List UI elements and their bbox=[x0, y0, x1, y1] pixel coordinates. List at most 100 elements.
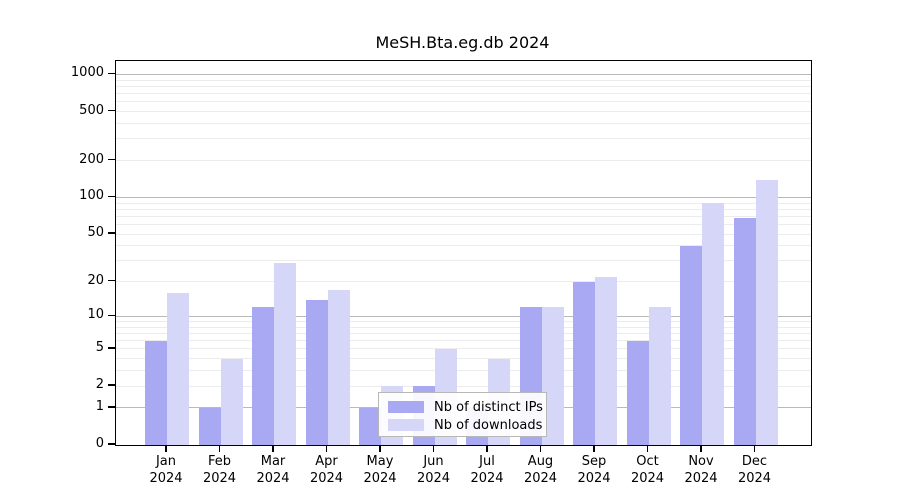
y-tick-label-2: 2 bbox=[95, 377, 104, 393]
gridline-30 bbox=[116, 260, 811, 262]
legend-label-distinct-ips: Nb of distinct IPs bbox=[434, 399, 543, 415]
x-tick-mark-jan bbox=[165, 445, 167, 452]
x-tick-mark-sep bbox=[593, 445, 595, 452]
y-tick-mark-1000 bbox=[108, 72, 115, 75]
gridline-40 bbox=[116, 245, 811, 247]
gridline-600 bbox=[116, 101, 811, 103]
gridline-90 bbox=[116, 202, 811, 204]
y-tick-mark-0 bbox=[108, 443, 115, 445]
x-tick-mark-apr bbox=[325, 445, 328, 452]
gridline-4 bbox=[116, 358, 811, 360]
gridline-8 bbox=[116, 326, 811, 328]
y-tick-label-0: 0 bbox=[95, 436, 104, 451]
bar-downloads-mar bbox=[274, 262, 296, 445]
x-tick-label-mar: Mar 2024 bbox=[256, 454, 290, 486]
gridline-9 bbox=[116, 321, 811, 322]
bar-downloads-aug bbox=[541, 307, 564, 445]
y-tick-mark-200 bbox=[108, 158, 115, 161]
x-tick-mark-jun bbox=[432, 445, 435, 452]
gridline-3 bbox=[116, 370, 811, 372]
gridline-700 bbox=[116, 93, 811, 95]
x-tick-mark-nov bbox=[700, 445, 702, 452]
y-tick-mark-500 bbox=[108, 109, 115, 112]
bar-ips-oct bbox=[626, 340, 649, 445]
x-tick-label-jun: Jun 2024 bbox=[416, 454, 451, 486]
legend-swatch-distinct-ips bbox=[388, 401, 424, 413]
x-tick-label-aug: Aug 2024 bbox=[523, 454, 558, 486]
plot-area bbox=[115, 60, 812, 446]
bar-downloads-dec bbox=[755, 179, 778, 445]
y-tick-label-50: 50 bbox=[87, 225, 104, 241]
bar-downloads-nov bbox=[702, 203, 724, 445]
gridline-80 bbox=[116, 208, 811, 210]
bar-downloads-oct bbox=[648, 307, 671, 445]
bar-downloads-sep bbox=[595, 276, 617, 445]
y-tick-label-1000: 1000 bbox=[70, 65, 104, 81]
gridline-1000 bbox=[116, 73, 811, 75]
bar-ips-jan bbox=[145, 340, 167, 445]
gridline-300 bbox=[116, 138, 811, 140]
gridline-400 bbox=[116, 123, 811, 124]
x-tick-mark-aug bbox=[539, 445, 542, 452]
y-tick-mark-100 bbox=[108, 195, 115, 198]
gridline-200 bbox=[116, 160, 811, 162]
x-tick-label-apr: Apr 2024 bbox=[309, 454, 344, 486]
chart-title: MeSH.Bta.eg.db 2024 bbox=[375, 33, 550, 52]
x-tick-mark-oct bbox=[646, 445, 649, 452]
bar-ips-dec bbox=[733, 217, 756, 445]
bar-ips-feb bbox=[198, 407, 221, 445]
gridline-6 bbox=[116, 340, 811, 342]
x-tick-label-jan: Jan 2024 bbox=[149, 454, 183, 486]
gridline-5 bbox=[116, 348, 811, 350]
y-tick-mark-50 bbox=[108, 232, 115, 234]
y-tick-mark-2 bbox=[108, 384, 115, 386]
x-tick-label-jul: Jul 2024 bbox=[470, 454, 504, 486]
y-tick-label-10: 10 bbox=[87, 307, 104, 323]
x-tick-label-sep: Sep 2024 bbox=[577, 454, 611, 486]
y-tick-label-100: 100 bbox=[79, 188, 104, 204]
x-tick-label-may: May 2024 bbox=[363, 454, 397, 486]
x-tick-label-oct: Oct 2024 bbox=[630, 454, 665, 486]
y-tick-label-200: 200 bbox=[79, 151, 104, 167]
gridline-50 bbox=[116, 233, 811, 235]
y-tick-label-5: 5 bbox=[95, 339, 104, 355]
gridline-60 bbox=[116, 224, 811, 225]
y-tick-label-20: 20 bbox=[87, 272, 104, 288]
x-tick-mark-mar bbox=[272, 445, 274, 452]
gridline-100 bbox=[116, 196, 811, 198]
gridline-10 bbox=[116, 315, 811, 317]
bar-downloads-jan bbox=[167, 293, 189, 445]
x-tick-mark-dec bbox=[753, 445, 756, 452]
bar-ips-nov bbox=[680, 245, 702, 445]
legend-swatch-downloads bbox=[388, 419, 424, 431]
x-tick-mark-jul bbox=[486, 445, 488, 452]
bar-ips-mar bbox=[252, 307, 274, 445]
gridline-500 bbox=[116, 111, 811, 113]
y-tick-mark-20 bbox=[108, 279, 115, 282]
x-tick-label-nov: Nov 2024 bbox=[684, 454, 718, 486]
x-tick-label-feb: Feb 2024 bbox=[202, 454, 237, 486]
legend-row-distinct-ips: Nb of distinct IPs bbox=[388, 399, 543, 415]
bar-downloads-apr bbox=[327, 289, 350, 445]
y-tick-mark-5 bbox=[108, 347, 115, 349]
x-tick-label-dec: Dec 2024 bbox=[737, 454, 772, 486]
gridline-70 bbox=[116, 215, 811, 217]
bar-ips-apr bbox=[305, 299, 328, 445]
x-tick-mark-feb bbox=[218, 445, 221, 452]
y-tick-mark-10 bbox=[108, 314, 115, 317]
gridline-7 bbox=[116, 332, 811, 334]
legend-row-downloads: Nb of downloads bbox=[388, 417, 542, 433]
bar-ips-may bbox=[359, 407, 381, 445]
gridline-800 bbox=[116, 85, 811, 87]
legend: Nb of distinct IPs Nb of downloads bbox=[378, 392, 547, 437]
bar-downloads-feb bbox=[220, 358, 243, 445]
gridline-900 bbox=[116, 79, 811, 81]
gridline-20 bbox=[116, 281, 811, 283]
gridline-2 bbox=[116, 385, 811, 387]
bar-ips-sep bbox=[573, 281, 595, 445]
y-tick-label-1: 1 bbox=[95, 398, 104, 414]
y-tick-mark-1 bbox=[108, 406, 115, 408]
y-tick-label-500: 500 bbox=[79, 102, 104, 118]
x-tick-mark-may bbox=[379, 445, 381, 452]
